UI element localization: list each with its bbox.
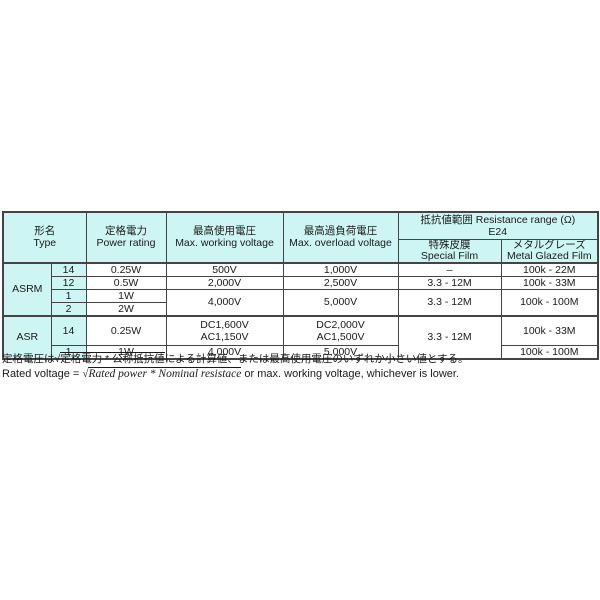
cell-asrm14-metal: 100k - 22M (500, 262, 599, 277)
cell-type-asr: ASR (2, 314, 52, 360)
header-resistance-line2: E24 (488, 225, 508, 238)
header-power-rating: 定格電力 Power rating (85, 211, 167, 264)
header-special-film: 特殊皮膜 Special Film (397, 238, 502, 264)
header-resistance-range: 抵抗値範囲 Resistance range (Ω) E24 (397, 211, 599, 240)
header-max-working-voltage: 最高使用電圧 Max. working voltage (165, 211, 284, 264)
footnote: 定格電圧は√定格電力 * 公称抵抗値による計算値、または最高使用電圧のいずれか小… (2, 352, 598, 383)
header-overload-en: Max. overload voltage (289, 237, 392, 250)
cell-asrm14-special: – (397, 262, 502, 277)
cell-asrm12-shared-metal: 100k - 100M (500, 288, 599, 316)
footnote-ja-suffix: による計算値、または最高使用電圧のいずれか小さい値とする。 (164, 353, 469, 365)
sqrt-symbol-ja: √ (54, 353, 61, 365)
cell-asrm12-overload: 2,500V (282, 275, 399, 290)
cell-asrm14-size: 14 (50, 262, 87, 277)
header-type-en: Type (33, 237, 57, 250)
cell-asr14-overload: DC2,000V AC1,500V (282, 314, 399, 346)
cell-asr14-size: 14 (50, 314, 87, 346)
cell-asrm12-special: 3.3 - 12M (397, 275, 502, 290)
cell-asr14-metal: 100k - 33M (500, 314, 599, 346)
cell-asr1-metal: 100k - 100M (500, 345, 599, 360)
header-power-en: Power rating (96, 237, 156, 250)
header-working-ja: 最高使用電圧 (193, 225, 257, 238)
cell-asrm14-overload: 1,000V (282, 262, 399, 277)
footnote-en-prefix: Rated voltage = (2, 368, 83, 380)
resistor-spec-table: 形名 Type 定格電力 Power rating 最高使用電圧 Max. worki… (2, 211, 600, 360)
footnote-ja-prefix: 定格電圧は (2, 353, 55, 365)
cell-asrm12-power: 0.5W (85, 275, 167, 290)
cell-asrm12-shared-working: 4,000V (165, 288, 284, 316)
sqrt-symbol-en: √ (82, 368, 89, 380)
header-metal-glazed-film: メタルグレーズ Metal Glazed Film (500, 238, 599, 264)
header-special-en: Special Film (420, 249, 479, 262)
cell-asr1-power: 1W (85, 345, 167, 360)
header-type: 形名 Type (2, 211, 87, 264)
cell-asrm12-shared-overload: 5,000V (282, 288, 399, 316)
cell-asrm12-size: 12 (50, 275, 87, 290)
cell-asrm12-working: 2,000V (165, 275, 284, 290)
cell-asr-shared-special: 3.3 - 12M (397, 314, 502, 360)
footnote-en-formula: Rated power * Nominal resistace (88, 367, 242, 380)
header-power-ja: 定格電力 (105, 225, 148, 238)
cell-asr1-overload: 5,000V (282, 345, 399, 360)
cell-type-asrm: ASRM (2, 262, 52, 316)
cell-asrm12-shared-special: 3.3 - 12M (397, 288, 502, 316)
footnote-en-suffix: or max. working voltage, whichever is lo… (241, 368, 460, 380)
footnote-line-ja: 定格電圧は√定格電力 * 公称抵抗値による計算値、または最高使用電圧のいずれか小… (2, 352, 598, 366)
cell-asrm12-metal: 100k - 33M (500, 275, 599, 290)
header-type-ja: 形名 (34, 225, 56, 238)
footnote-ja-formula: 定格電力 * 公称抵抗値 (60, 352, 165, 365)
cell-asrm1-power: 1W (85, 288, 167, 303)
cell-asrm14-working: 500V (165, 262, 284, 277)
header-overload-ja: 最高過負荷電圧 (303, 225, 378, 238)
footnote-line-en: Rated voltage = √Rated power * Nominal r… (2, 366, 598, 383)
cell-asrm1-size: 1 (50, 288, 87, 303)
header-resistance-line1: 抵抗値範囲 Resistance range (Ω) (420, 213, 576, 226)
cell-asr14-working: DC1,600V AC1,150V (165, 314, 284, 346)
cell-asrm2-size: 2 (50, 301, 87, 316)
header-metal-ja: メタルグレーズ (512, 239, 586, 251)
cell-asrm2-power: 2W (85, 301, 167, 316)
cell-asr1-size: 1 (50, 345, 87, 360)
header-working-en: Max. working voltage (175, 237, 274, 250)
cell-asrm14-power: 0.25W (85, 262, 167, 277)
header-metal-en: Metal Glazed Film (506, 249, 592, 262)
header-max-overload-voltage: 最高過負荷電圧 Max. overload voltage (282, 211, 399, 264)
header-special-ja: 特殊皮膜 (428, 239, 471, 251)
cell-asr14-power: 0.25W (85, 314, 167, 346)
